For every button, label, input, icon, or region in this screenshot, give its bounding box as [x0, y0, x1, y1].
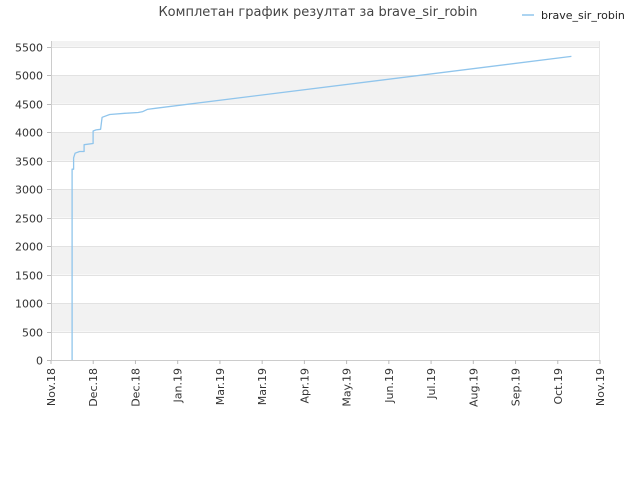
plot-band — [51, 303, 600, 332]
x-axis: Nov.18 Dec.18 Dec.18 Jan.19 Mar.19 Mar.19 Apr.… — [45, 360, 607, 407]
y-tick-label: 5000 — [15, 70, 43, 83]
y-axis: 0 500 1000 1500 2000 2500 3000 3500 4000 4500 5000… — [15, 41, 52, 368]
y-tick-label: 1000 — [15, 298, 43, 311]
x-tick-label: Apr.19 — [298, 368, 311, 404]
y-tick-label: 2500 — [15, 213, 43, 226]
plot-band — [51, 132, 600, 161]
series-line — [71, 55, 572, 360]
plot-bands — [51, 41, 600, 360]
x-tick-label: Nov.19 — [594, 368, 607, 406]
y-tick-label: 4000 — [15, 127, 43, 140]
x-tick-label: Mar.19 — [256, 368, 269, 405]
y-tick-label: 3000 — [15, 184, 43, 197]
legend-label: brave_sir_robin — [541, 9, 625, 22]
x-tick-label: May.19 — [341, 368, 354, 407]
x-tick-label: Dec.18 — [129, 368, 142, 407]
x-tick-label: Sep.19 — [510, 368, 523, 406]
series-layer — [71, 55, 572, 360]
y-tick-label: 1500 — [15, 270, 43, 283]
legend: brave_sir_robin — [522, 9, 625, 22]
y-tick-label: 3500 — [15, 156, 43, 169]
chart-title: Комплетан график резултат за brave_sir_r… — [158, 5, 477, 20]
x-tick-label: Oct.19 — [552, 368, 565, 405]
plot-band — [51, 75, 600, 104]
x-tick-label: Jul.19 — [425, 368, 438, 400]
x-tick-label: Aug.19 — [467, 368, 480, 407]
y-tick-label: 5500 — [15, 42, 43, 55]
y-tick-label: 4500 — [15, 99, 43, 112]
x-tick-label: Mar.19 — [214, 368, 227, 405]
plot-grid — [51, 41, 600, 361]
x-tick-label: Jun.19 — [383, 368, 396, 404]
plot-band — [51, 41, 600, 47]
x-tick-label: Nov.18 — [45, 368, 58, 406]
y-tick-label: 0 — [36, 355, 43, 368]
plot-band — [51, 189, 600, 218]
plot-band — [51, 246, 600, 275]
y-tick-label: 2000 — [15, 241, 43, 254]
y-tick-label: 500 — [22, 327, 43, 340]
x-tick-label: Jan.19 — [172, 368, 185, 403]
x-tick-label: Dec.18 — [87, 368, 100, 407]
